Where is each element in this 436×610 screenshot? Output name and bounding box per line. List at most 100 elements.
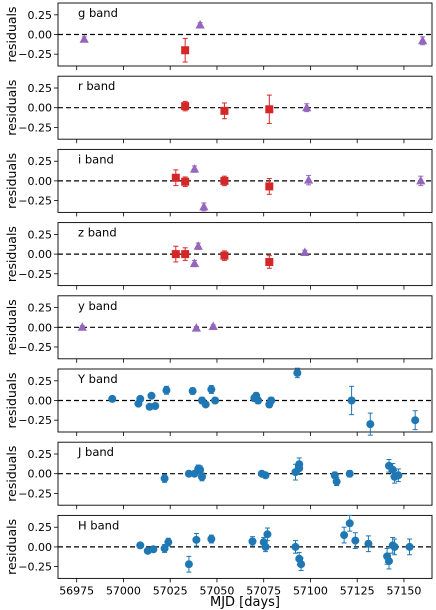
band-label: J band [77,445,114,459]
data-point-circle [345,519,354,528]
panel-J-band: −0.25 0.00 0.25 residuals J band [4,441,433,510]
data-point-circle [332,477,341,486]
data-point-circle [390,542,399,551]
x-tick-label: 57125 [340,584,375,597]
y-tick-label: 0.25 [28,82,53,95]
y-axis-label: residuals [4,80,19,136]
y-tick-label: 0.25 [28,228,53,241]
data-point-circle [340,531,349,540]
panel-y-band: −0.25 0.00 0.25 residuals y band [4,295,433,363]
data-point-triangle [418,35,428,45]
data-point-triangle [416,175,426,185]
data-point-circle [248,537,257,546]
data-point-circle [261,542,270,551]
data-point-triangle [208,321,218,331]
data-point-circle [147,391,156,400]
data-point-circle [263,530,272,539]
data-point-circle [405,542,414,551]
y-tick-label: 0.00 [28,395,53,408]
data-point-triangle [300,247,310,257]
data-point-circle [366,420,375,429]
y-tick-label: −0.25 [18,561,52,574]
data-point-circle [295,464,304,473]
y-tick-label: 0.25 [28,9,53,22]
x-tick-label: 57000 [106,584,141,597]
data-point-circle [162,386,171,395]
data-point-triangle [79,34,89,43]
x-tick-label: 57075 [246,584,281,597]
data-point-circle [196,465,205,474]
data-point-square [181,46,190,55]
x-tick-label: 56975 [59,584,94,597]
band-label: z band [78,226,117,240]
data-point-square [220,106,229,115]
data-point-circle [201,400,210,409]
x-tick-label: 57150 [386,584,421,597]
data-point-circle [164,538,173,547]
band-label: y band [78,299,117,313]
y-axis-label: residuals [4,153,19,209]
y-tick-label: 0.25 [28,155,53,168]
y-axis-label: residuals [4,299,19,355]
y-tick-label: −0.25 [18,487,52,500]
data-point-square [171,173,180,182]
data-point-circle [384,557,393,566]
data-point-circle [347,396,356,405]
data-point-circle [411,416,420,425]
x-tick-label: 57025 [153,584,188,597]
x-tick-label: 57100 [293,584,328,597]
y-tick-label: 0.00 [28,175,53,188]
data-point-triangle [77,322,87,331]
y-tick-label: 0.25 [28,302,53,315]
data-point-circle [136,541,145,550]
y-tick-label: −0.25 [18,195,52,208]
data-point-circle [345,469,354,478]
y-tick-label: −0.25 [18,48,52,61]
band-label: g band [78,6,118,20]
y-axis-label: residuals [4,226,19,282]
y-tick-label: 0.00 [28,541,53,554]
data-point-triangle [303,175,314,184]
data-point-triangle [189,164,200,173]
data-point-circle [364,539,373,548]
data-point-circle [184,469,193,478]
data-point-triangle [195,20,205,29]
band-label: Y band [77,372,118,386]
x-axis-label: MJD [days] [210,595,280,610]
data-point-circle [149,545,158,554]
data-point-circle [351,536,360,545]
data-point-circle [254,396,263,405]
y-axis-label: residuals [4,372,19,428]
y-tick-label: 0.00 [28,102,53,115]
band-label: i band [78,152,114,166]
panel-Y-band: −0.25 0.00 0.25 residuals Y band [4,367,433,436]
data-point-square [181,102,190,111]
y-axis-label: residuals [4,519,19,575]
data-point-square [265,182,274,191]
data-point-circle [188,387,197,396]
data-point-square [220,251,229,260]
data-point-circle [207,385,216,394]
data-point-square [220,176,229,185]
data-point-square [265,105,274,114]
data-point-circle [151,402,160,411]
panel-g-band: −0.25 0.00 0.25 residuals g band [4,2,433,70]
data-point-circle [136,394,145,403]
data-point-circle [267,396,276,405]
y-axis-label: residuals [4,6,19,62]
data-point-circle [192,535,201,544]
y-axis-label: residuals [4,446,19,502]
y-tick-label: −0.25 [18,341,52,354]
y-tick-label: −0.25 [18,414,52,427]
data-point-square [265,257,274,266]
band-label: r band [78,79,115,93]
data-point-triangle [191,323,201,332]
y-tick-label: 0.00 [28,468,53,481]
data-point-circle [261,471,270,480]
data-point-circle [293,368,302,377]
data-point-square [181,177,190,186]
y-tick-label: 0.00 [28,248,53,261]
data-point-triangle [193,241,203,250]
data-point-triangle [189,258,200,268]
